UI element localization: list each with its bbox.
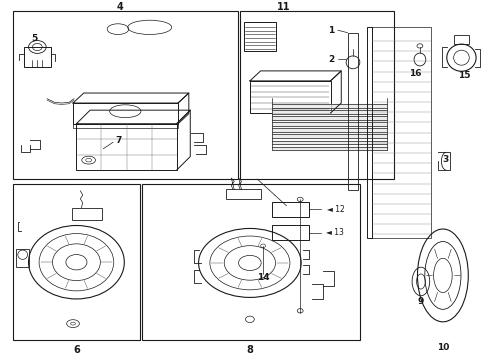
Text: ◄ 13: ◄ 13 bbox=[326, 228, 344, 237]
Bar bbox=[272, 202, 309, 216]
Bar bbox=[272, 225, 309, 240]
Bar bbox=[454, 35, 469, 44]
Text: 8: 8 bbox=[246, 345, 253, 355]
Bar bbox=[250, 81, 331, 113]
Bar bbox=[73, 124, 178, 128]
Bar bbox=[24, 47, 51, 67]
Bar bbox=[13, 11, 238, 179]
Bar bbox=[16, 249, 29, 267]
Bar bbox=[73, 103, 178, 124]
Text: 11: 11 bbox=[277, 2, 291, 12]
Text: 3: 3 bbox=[442, 155, 448, 164]
Text: 7: 7 bbox=[116, 136, 122, 145]
Text: 10: 10 bbox=[437, 343, 449, 352]
Bar bbox=[13, 184, 140, 340]
Text: 6: 6 bbox=[73, 345, 80, 355]
Text: 15: 15 bbox=[458, 71, 470, 80]
Bar bbox=[347, 33, 358, 190]
Bar bbox=[143, 184, 360, 340]
Bar bbox=[240, 11, 394, 179]
Text: 4: 4 bbox=[117, 2, 124, 12]
Text: 1: 1 bbox=[328, 26, 334, 35]
Text: 9: 9 bbox=[417, 297, 424, 306]
Bar bbox=[76, 124, 176, 170]
Bar bbox=[367, 27, 372, 238]
Bar bbox=[244, 22, 276, 50]
Text: 2: 2 bbox=[328, 55, 334, 64]
Bar bbox=[226, 189, 261, 199]
Text: 14: 14 bbox=[257, 274, 270, 283]
Text: 5: 5 bbox=[31, 33, 37, 42]
Text: ◄ 12: ◄ 12 bbox=[326, 205, 344, 214]
Text: 16: 16 bbox=[409, 69, 421, 78]
Bar bbox=[372, 27, 431, 238]
Bar bbox=[72, 208, 102, 220]
